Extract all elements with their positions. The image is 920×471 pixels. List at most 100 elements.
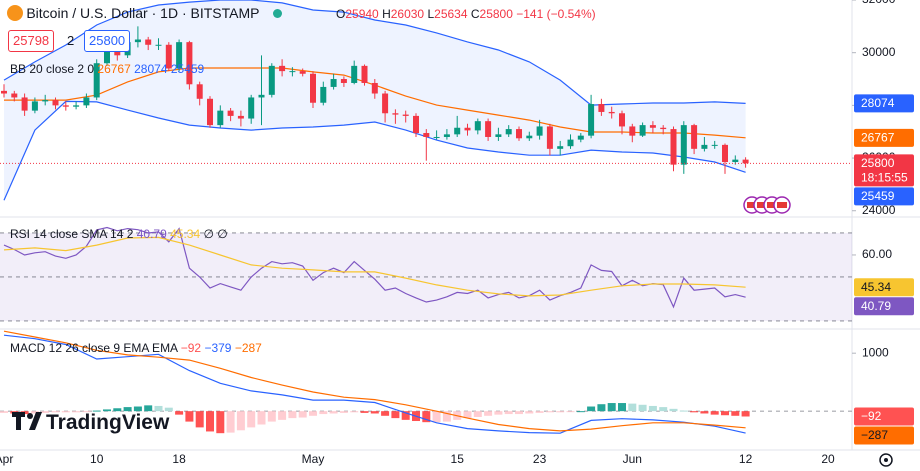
x-tick-label: 23 bbox=[533, 452, 547, 466]
y-tick-label: 60.00 bbox=[862, 247, 892, 261]
indicator-value: 40.79 bbox=[136, 227, 167, 241]
candle-body bbox=[31, 101, 38, 111]
pane-body bbox=[0, 330, 852, 434]
histogram-bar bbox=[587, 406, 596, 412]
candle-body bbox=[196, 84, 203, 99]
candle-body bbox=[1, 90, 7, 94]
indicator-value: −379 bbox=[204, 341, 232, 355]
price-badge bbox=[854, 426, 914, 445]
price-badge-text: −287 bbox=[861, 428, 888, 442]
histogram-bar bbox=[164, 407, 173, 412]
candle-body bbox=[711, 144, 718, 146]
candle-body bbox=[722, 144, 728, 162]
ohlc-value: 25800 bbox=[479, 7, 513, 21]
candle-body bbox=[320, 86, 327, 103]
candle-body bbox=[392, 113, 399, 115]
histogram-bar bbox=[350, 411, 359, 413]
histogram-bar bbox=[432, 411, 441, 423]
histogram-bar bbox=[628, 403, 637, 412]
histogram-bar bbox=[41, 411, 50, 413]
histogram-bar bbox=[360, 411, 369, 413]
x-tick-label: Apr bbox=[0, 452, 13, 466]
histogram-bar bbox=[442, 411, 451, 422]
histogram-bar bbox=[309, 411, 317, 416]
histogram-bar bbox=[267, 411, 276, 422]
histogram-bar bbox=[638, 404, 647, 412]
rsi-legend: RSI 14 close SMA 14 2 40.79 45.34 ∅ ∅ bbox=[10, 226, 228, 242]
candle-body bbox=[62, 105, 69, 107]
x-tick-label: 12 bbox=[739, 452, 753, 466]
spread: 2 bbox=[67, 33, 75, 48]
candle-body bbox=[588, 104, 595, 136]
candle-body bbox=[670, 129, 677, 165]
price-badge bbox=[854, 187, 914, 206]
candle-body bbox=[433, 136, 440, 138]
indicator-label: MACD 12 26 close 9 EMA EMA bbox=[10, 341, 178, 355]
histogram-bar bbox=[175, 411, 184, 415]
histogram-bar bbox=[216, 411, 225, 434]
candle-body bbox=[485, 121, 492, 137]
candle-body bbox=[443, 134, 450, 137]
candle-body bbox=[299, 71, 306, 74]
candle-body bbox=[104, 47, 110, 64]
pane-body bbox=[0, 226, 852, 322]
indicator-label: BB 20 close 2 0 bbox=[10, 62, 95, 76]
histogram-bar bbox=[113, 408, 122, 412]
candle-body bbox=[83, 97, 90, 106]
candle-body bbox=[207, 98, 213, 126]
histogram-bar bbox=[195, 411, 204, 428]
symbol-title: Bitcoin / U.S. Dollar · 1D · BITSTAMP bbox=[26, 5, 260, 21]
candle-body bbox=[464, 127, 471, 131]
price-badge-text: 25800 bbox=[861, 156, 895, 170]
ohlc-value: 26030 bbox=[390, 7, 425, 21]
macd-line bbox=[3, 334, 746, 434]
settings-icon-core bbox=[884, 458, 888, 462]
candle-body bbox=[227, 110, 234, 116]
histogram-bar bbox=[731, 411, 740, 416]
candle-body bbox=[629, 126, 636, 136]
price-badge bbox=[854, 94, 914, 113]
histogram-bar bbox=[144, 405, 153, 412]
event-flag bbox=[777, 202, 787, 208]
candle-body bbox=[680, 125, 687, 165]
histogram-bar bbox=[473, 411, 482, 417]
candle-body bbox=[21, 97, 28, 111]
indicator-value: −92 bbox=[180, 341, 202, 355]
price-badge-text: 28074 bbox=[861, 96, 895, 110]
histogram-bar bbox=[535, 411, 544, 413]
histogram-bar bbox=[566, 411, 575, 413]
candle-body bbox=[165, 44, 172, 69]
candle-body bbox=[454, 127, 461, 135]
watermark-logo bbox=[12, 412, 42, 430]
candle-body bbox=[382, 93, 389, 114]
bb-legend: BB 20 close 2 0 26767 28074 25459 bbox=[10, 61, 204, 77]
settings-icon bbox=[879, 453, 893, 467]
x-tick-label: 20 bbox=[821, 452, 835, 466]
price-badge bbox=[854, 128, 914, 147]
candle-body bbox=[371, 82, 378, 94]
histogram-bar bbox=[607, 403, 616, 412]
histogram-bar bbox=[72, 411, 81, 413]
x-tick-label: 18 bbox=[172, 452, 186, 466]
histogram-bar bbox=[618, 403, 626, 412]
histogram-bar bbox=[154, 405, 163, 412]
x-tick-label: Jun bbox=[623, 452, 642, 466]
x-tick-label: 15 bbox=[451, 452, 465, 466]
candle-body bbox=[505, 129, 512, 135]
candle-body bbox=[52, 100, 59, 106]
histogram-bar bbox=[463, 411, 472, 419]
candle-body bbox=[691, 125, 698, 149]
histogram-bar bbox=[700, 411, 709, 414]
histogram-bar bbox=[226, 411, 235, 433]
histogram-bar bbox=[401, 411, 410, 420]
candle-body bbox=[526, 135, 533, 139]
sell-button[interactable]: 25798 bbox=[8, 30, 55, 52]
histogram-bar bbox=[597, 404, 606, 412]
buy-button[interactable]: 25800 bbox=[84, 30, 131, 52]
candle-body bbox=[279, 65, 286, 72]
histogram-bar bbox=[123, 407, 132, 412]
candle-body bbox=[145, 39, 152, 45]
bitcoin-icon bbox=[7, 5, 23, 21]
candle-body bbox=[11, 93, 18, 98]
indicator-value: −287 bbox=[234, 341, 262, 355]
